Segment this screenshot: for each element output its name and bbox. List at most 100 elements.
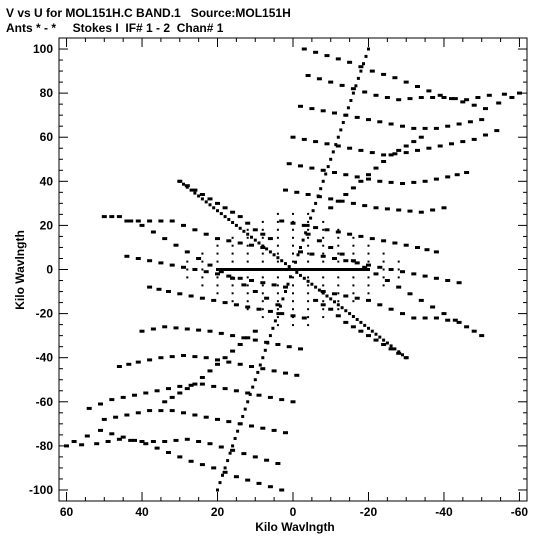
uv-point	[211, 298, 217, 302]
uv-point	[445, 279, 451, 282]
uv-point	[347, 60, 353, 64]
uv-stroke-point	[340, 306, 344, 310]
uv-core-point	[382, 260, 385, 263]
uv-stroke-point	[248, 392, 252, 396]
uv-point	[222, 387, 228, 391]
uv-stroke-point	[339, 128, 343, 132]
uv-point	[445, 318, 451, 322]
uv-core-point	[307, 308, 310, 311]
uv-stroke-point	[351, 315, 355, 318]
uv-point	[332, 111, 337, 115]
uv-point	[339, 252, 345, 256]
uv-point	[169, 395, 175, 399]
uv-core-point	[216, 276, 219, 279]
uv-point	[135, 257, 141, 260]
uv-point	[460, 100, 466, 104]
uv-core-point	[292, 260, 294, 263]
uv-core-point	[337, 228, 340, 231]
uv-stroke-point	[289, 275, 292, 279]
uv-stroke-point	[241, 268, 245, 271]
uv-core-point	[276, 236, 279, 239]
uv-point	[267, 237, 273, 241]
uv-point	[218, 445, 224, 449]
uv-point	[260, 232, 266, 236]
uv-point	[418, 210, 424, 214]
uv-point	[192, 382, 198, 386]
uv-point	[252, 290, 258, 293]
uv-point	[313, 226, 319, 230]
uv-stroke-point	[218, 481, 222, 485]
uv-point	[169, 263, 175, 267]
uv-points	[64, 47, 522, 492]
uv-point	[260, 426, 266, 430]
uv-core-point	[216, 260, 219, 263]
uv-point	[150, 327, 156, 331]
uv-stroke-point	[329, 268, 333, 271]
uv-point	[456, 122, 462, 126]
uv-point	[403, 144, 409, 148]
uv-point	[158, 261, 164, 265]
uv-point	[64, 444, 69, 448]
uv-stroke-point	[276, 256, 280, 260]
uv-stroke-point	[233, 437, 237, 440]
uv-point	[237, 215, 243, 219]
uv-point	[313, 50, 319, 54]
uv-core-point	[307, 244, 310, 247]
uv-stroke-point	[223, 215, 227, 219]
uv-point	[139, 223, 145, 227]
uv-core-point	[292, 284, 294, 287]
uv-point	[226, 420, 232, 424]
uv-point	[169, 355, 175, 359]
uv-core-point	[292, 244, 294, 247]
y-tick-label: -80	[36, 439, 54, 453]
uv-core-point	[352, 268, 355, 271]
uv-point	[422, 274, 428, 278]
uv-core-point	[292, 252, 294, 255]
uv-point	[422, 179, 428, 183]
uv-point	[252, 228, 258, 232]
uv-point	[441, 206, 447, 210]
uv-stroke-point	[238, 226, 242, 230]
uv-core-point	[246, 244, 249, 247]
uv-point	[245, 478, 251, 482]
uv-point	[343, 320, 349, 324]
uv-point	[384, 207, 390, 211]
uv-core-point	[261, 252, 264, 255]
uv-point	[415, 85, 420, 88]
uv-point	[124, 254, 130, 258]
uv-stroke-point	[362, 62, 365, 66]
uv-point	[98, 402, 103, 406]
uv-point	[132, 393, 137, 397]
uv-point	[207, 329, 213, 333]
y-axis-label: Kilo Wavlngth	[13, 230, 27, 310]
uv-point	[305, 232, 311, 236]
uv-core-point	[292, 292, 294, 295]
uv-stroke-point	[258, 268, 262, 271]
uv-point	[328, 80, 334, 84]
uv-point	[471, 329, 477, 333]
uv-point	[426, 146, 432, 150]
uv-point	[109, 215, 115, 219]
x-tick-label: -60	[511, 505, 529, 519]
uv-core-point	[292, 268, 294, 271]
uv-point	[264, 296, 270, 300]
uv-stroke-point	[354, 84, 358, 88]
uv-stroke-point	[212, 206, 216, 210]
uv-stroke-point	[182, 182, 185, 186]
uv-core-point	[397, 276, 400, 279]
uv-core-point	[246, 228, 249, 231]
uv-stroke-point	[228, 451, 232, 455]
uv-stroke-point	[336, 303, 340, 307]
uv-core-point	[352, 300, 355, 303]
uv-point	[150, 440, 156, 443]
uv-core-point	[276, 220, 279, 223]
uv-point	[418, 298, 424, 302]
uv-point	[411, 126, 417, 130]
uv-stroke-point	[401, 353, 404, 357]
uv-core-point	[367, 260, 370, 263]
uv-stroke-point	[278, 304, 282, 308]
uv-core-point	[322, 268, 325, 271]
uv-point	[233, 475, 239, 479]
uv-core-point	[186, 276, 189, 279]
uv-stroke-point	[246, 232, 250, 236]
